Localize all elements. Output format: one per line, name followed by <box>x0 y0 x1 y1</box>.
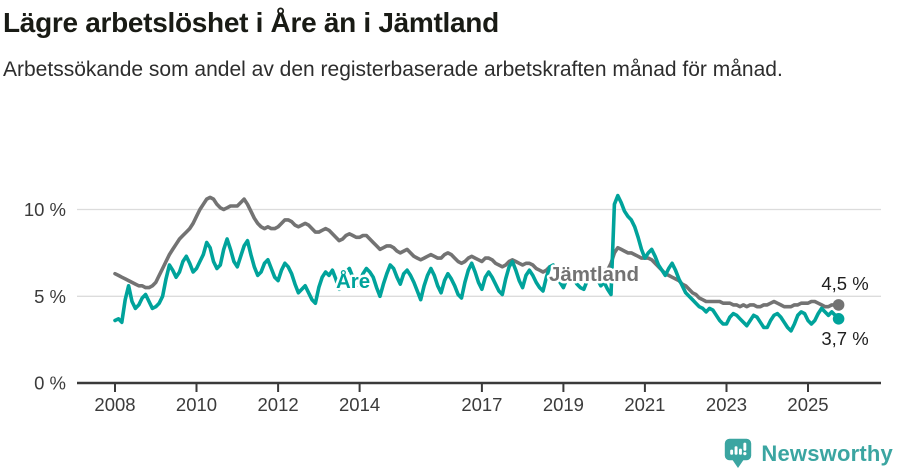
x-tick-label-2014: 2014 <box>339 394 380 415</box>
newsworthy-wordmark: Newsworthy <box>761 440 893 466</box>
bars-and-exclamation <box>730 442 747 456</box>
y-tick-label-10: 10 % <box>24 199 66 220</box>
are-line <box>113 193 841 333</box>
x-tick-label-2017: 2017 <box>461 394 502 415</box>
jamtland-series-label: Jämtland <box>549 263 639 286</box>
x-tick-label-2012: 2012 <box>258 394 299 415</box>
bubble-shape <box>725 438 752 468</box>
page-title: Lägre arbetslöshet i Åre än i Jämtland <box>3 7 499 38</box>
newsworthy-logo: Newsworthy <box>724 438 893 469</box>
x-tick-label-2023: 2023 <box>706 394 747 415</box>
x-tick-label-2019: 2019 <box>543 394 584 415</box>
y-tick-label-5: 5 % <box>34 286 66 307</box>
x-tick-label-2010: 2010 <box>176 394 217 415</box>
are-end-dot <box>832 313 845 325</box>
jamtland-end-dot <box>832 299 845 311</box>
x-tick-label-2008: 2008 <box>94 394 135 415</box>
newsworthy-bubble-icon <box>725 438 752 468</box>
chart-subtitle: Arbetssökande som andel av den registerb… <box>3 58 783 81</box>
are-series-label: Åre <box>336 269 370 293</box>
jamtland-line <box>113 195 841 309</box>
are-end-value: 3,7 % <box>821 328 868 349</box>
x-tick-label-2021: 2021 <box>624 394 665 415</box>
jamtland-end-value: 4,5 % <box>821 273 868 294</box>
y-tick-label-0: 0 % <box>34 373 66 394</box>
x-tick-label-2025: 2025 <box>787 394 828 415</box>
